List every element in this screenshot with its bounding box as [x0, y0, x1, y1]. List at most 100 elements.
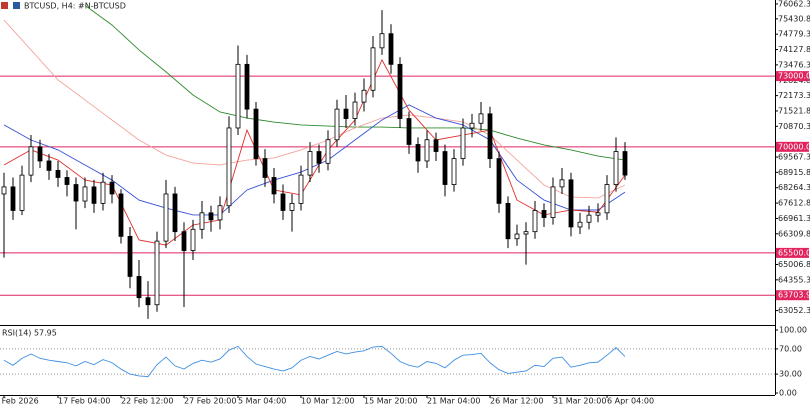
y-tick-label: 74127.8 [778, 45, 810, 54]
x-tick-label: 10 Mar 12:00 [301, 397, 354, 406]
candle-body [307, 151, 313, 176]
level-label-box [776, 290, 809, 301]
candle-body [361, 89, 367, 103]
chart-title: BTCUSD, H4: #N-BTCUSD [24, 2, 126, 11]
x-tick-label: 22 Feb 12:00 [121, 397, 173, 406]
candle-body [613, 151, 619, 185]
moving-average [84, 5, 626, 161]
y-tick-label: 66961.3 [778, 214, 810, 223]
candle-body [460, 127, 466, 160]
candle-body [1, 186, 7, 195]
y-tick-label: 69567.3 [778, 153, 810, 162]
y-tick-label: 71521.8 [778, 106, 810, 115]
moving-average [3, 58, 626, 246]
candle-body [280, 193, 286, 211]
candle-body [388, 33, 394, 65]
candle-body [37, 146, 43, 162]
candle-body [325, 139, 331, 164]
candle-body [586, 214, 592, 223]
candle-body [298, 174, 304, 204]
candle-body [343, 108, 349, 119]
candle-body [46, 160, 52, 171]
candle-body [487, 113, 493, 160]
y-tick-label: 68264.3 [778, 183, 810, 192]
candle-body [406, 118, 412, 145]
y-tick-label: 75430.8 [778, 14, 810, 23]
x-tick-label: 6 Apr 04:00 [607, 397, 654, 406]
y-tick-label: 68915.8 [778, 168, 810, 177]
candle-body [172, 193, 178, 233]
candle-body [316, 151, 322, 164]
candle-body [217, 205, 223, 221]
candle-body [334, 108, 340, 141]
candle-body [100, 181, 106, 204]
candle-body [469, 122, 475, 129]
candle-body [577, 221, 583, 228]
y-tick-label: 30.00 [779, 370, 802, 379]
y-tick-label: 70870.3 [778, 122, 810, 131]
level-label: 63703.9 [778, 291, 810, 300]
candle-body [253, 108, 259, 160]
candle-body [136, 276, 142, 299]
candle-body [235, 63, 241, 129]
level-label: 65500.0 [778, 248, 810, 257]
y-tick-label: 70.00 [779, 344, 802, 353]
y-tick-label: 73476.3 [778, 60, 810, 69]
candle-body [622, 151, 628, 176]
level-label-box [776, 247, 809, 258]
candle-body [604, 184, 610, 214]
y-tick-label: 64355.3 [778, 275, 810, 284]
y-tick-label: 76062.3 [778, 0, 810, 8]
candle-body [109, 181, 115, 195]
candle-body [478, 113, 484, 124]
candle-body [523, 231, 529, 235]
level-label: 73000.0 [778, 72, 810, 81]
candle-body [91, 186, 97, 204]
moving-average [3, 104, 626, 216]
candle-body [379, 33, 385, 49]
x-tick-label: 26 Mar 12:00 [490, 397, 543, 406]
level-label-box [776, 71, 809, 82]
x-tick-label: 31 Mar 20:00 [553, 397, 606, 406]
level-label-box [776, 141, 809, 152]
x-tick-label: 17 Feb 04:00 [58, 397, 110, 406]
x-tick-label: 21 Mar 04:00 [427, 397, 480, 406]
candle-body [433, 139, 439, 152]
candle-body [271, 177, 277, 195]
candle-body [451, 158, 457, 185]
candle-body [190, 228, 196, 251]
candle-body [73, 184, 79, 202]
x-tick-label: 1 Feb 2026 [0, 397, 39, 406]
indicator-line [3, 345, 626, 378]
x-tick-label: 15 Mar 20:00 [364, 397, 417, 406]
candle-body [289, 202, 295, 211]
candle-body [397, 63, 403, 119]
level-label: 70000.0 [778, 142, 810, 151]
y-tick-label: 74779.3 [778, 30, 810, 39]
candle-body [514, 233, 520, 240]
candle-body [118, 193, 124, 237]
symbol-icon [13, 2, 20, 9]
candle-body [595, 212, 601, 216]
candle-body [199, 212, 205, 230]
moving-average [3, 19, 626, 199]
candle-body [82, 186, 88, 202]
x-tick-label: 5 Mar 04:00 [238, 397, 286, 406]
y-tick-label: 63052.3 [778, 306, 810, 315]
candle-body [181, 231, 187, 251]
candle-body [559, 179, 565, 188]
candle-body [244, 63, 250, 110]
y-tick-label: 65006.8 [778, 260, 810, 269]
candle-body [568, 179, 574, 228]
candle-body [352, 101, 358, 119]
candle-body [415, 144, 421, 162]
candle-body [127, 235, 133, 277]
y-tick-label: 66309.8 [778, 229, 810, 238]
y-tick-label: 0.00 [779, 389, 797, 398]
candle-body [550, 186, 556, 218]
candle-body [442, 151, 448, 185]
candle-body [163, 193, 169, 242]
candle-body [532, 210, 538, 233]
candle-body [154, 240, 160, 306]
